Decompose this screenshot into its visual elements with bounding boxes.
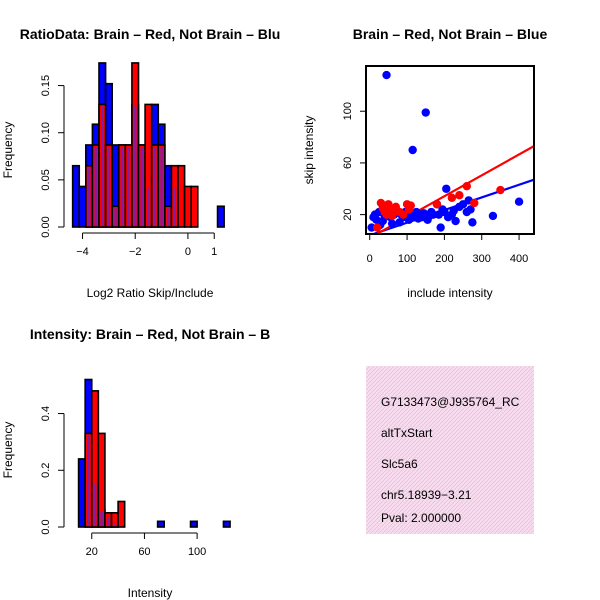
intensity-histogram-ylabel: Frequency [1, 422, 15, 479]
y-tick-label: 0.2 [40, 463, 52, 478]
overlap-bar [87, 435, 90, 526]
x-tick-label: 400 [510, 253, 528, 265]
x-tick-label: −4 [76, 246, 89, 258]
blue-point [436, 223, 445, 232]
intensity-histogram: Intensity: Brain – Red, Not Brain – B 0.… [1, 326, 270, 600]
info-panel-background [366, 366, 534, 534]
blue-point [382, 70, 391, 80]
y-tick-label: 20 [342, 208, 354, 220]
y-tick-label: 0.05 [40, 169, 52, 190]
red-bar [190, 185, 199, 228]
overlap-bar [114, 208, 117, 226]
overlap-bar [106, 517, 110, 526]
overlap-bar [94, 146, 97, 226]
blue-point [421, 108, 430, 117]
ratio-histogram-ylabel: Frequency [1, 122, 15, 179]
blue-point [468, 218, 477, 227]
blue-bar [156, 520, 165, 528]
x-tick-label: −2 [129, 246, 142, 258]
intensity-scatter-xlabel: include intensity [407, 286, 492, 300]
x-tick-label: 20 [86, 546, 98, 558]
x-tick-label: 1 [211, 246, 217, 258]
plot-frame [365, 65, 535, 235]
x-tick-label: 60 [138, 546, 150, 558]
overlap-bar [166, 208, 170, 226]
p-value: Pval: 2.000000 [381, 511, 461, 525]
overlap-bar [140, 146, 144, 226]
overlap-bar [93, 483, 97, 526]
blue-bar [222, 520, 231, 528]
red-point [373, 223, 382, 232]
blue-point [451, 216, 460, 226]
intensity-scatter: Brain – Red, Not Brain – Blue 0 100 200 300… [302, 26, 547, 300]
blue-point [387, 219, 397, 228]
red-point [470, 198, 479, 208]
blue-point [514, 197, 524, 206]
blue-bar [78, 185, 87, 228]
blue-point [442, 184, 451, 193]
y-tick-label: 0.00 [40, 216, 52, 237]
overlap-bar [127, 146, 130, 226]
intensity-histogram-xlabel: Intensity [128, 586, 173, 600]
genomic-location: chr5.18939−3.21 [381, 488, 472, 502]
red-bar [97, 432, 106, 528]
info-panel: G7133473@J935764_RC altTxStart Slc5a6 ch… [366, 366, 534, 534]
red-point [432, 200, 442, 209]
gene-name: Slc5a6 [381, 457, 418, 471]
y-tick-label: 0.0 [40, 519, 52, 534]
blue-point [488, 211, 498, 221]
y-tick-label: 60 [342, 157, 354, 169]
event-id: G7133473@J935764_RC [381, 395, 520, 409]
red-point [496, 185, 505, 195]
red-bar [117, 500, 126, 528]
red-point [399, 210, 408, 219]
overlap-bar [113, 523, 117, 526]
red-bar [183, 185, 192, 228]
y-tick-label: 0.15 [40, 75, 52, 96]
x-tick-label: 200 [435, 253, 453, 265]
ratio-histogram: RatioData: Brain – Red, Not Brain – Blu … [1, 26, 280, 300]
intensity-scatter-title: Brain – Red, Not Brain – Blue [353, 26, 548, 42]
x-tick-label: 100 [398, 253, 416, 265]
blue-bar [216, 205, 225, 228]
x-tick-label: 100 [188, 546, 206, 558]
x-tick-label: 300 [473, 253, 491, 265]
event-type: altTxStart [381, 426, 433, 440]
ratio-histogram-xlabel: Log2 Ratio Skip/Include [87, 286, 214, 300]
y-tick-label: 0.4 [40, 406, 52, 421]
intensity-histogram-title: Intensity: Brain – Red, Not Brain – B [30, 326, 270, 342]
blue-bar [77, 458, 86, 528]
blue-point [466, 205, 475, 214]
overlap-bar [101, 106, 104, 226]
overlap-bar [133, 106, 137, 226]
red-bar [177, 164, 186, 228]
overlap-bar [100, 511, 103, 526]
blue-bar [71, 164, 81, 228]
intensity-scatter-ylabel: skip intensity [302, 116, 316, 185]
overlap-bar [160, 146, 163, 226]
x-tick-label: 0 [185, 246, 191, 258]
ratio-histogram-title: RatioData: Brain – Red, Not Brain – Blu [20, 26, 281, 42]
overlap-bar [120, 146, 124, 226]
blue-point [408, 145, 417, 155]
x-tick-label: 0 [367, 253, 373, 265]
overlap-bar [173, 188, 177, 226]
red-point [406, 201, 415, 210]
red-point [455, 191, 464, 200]
red-point [447, 193, 457, 203]
overlap-bar [147, 188, 150, 226]
blue-bar [189, 520, 198, 528]
overlap-bar [153, 146, 157, 226]
overlap-bar [87, 167, 91, 226]
overlap-bar [107, 146, 111, 226]
y-tick-label: 100 [342, 102, 354, 120]
y-tick-label: 0.10 [40, 122, 52, 143]
red-point [462, 181, 471, 191]
